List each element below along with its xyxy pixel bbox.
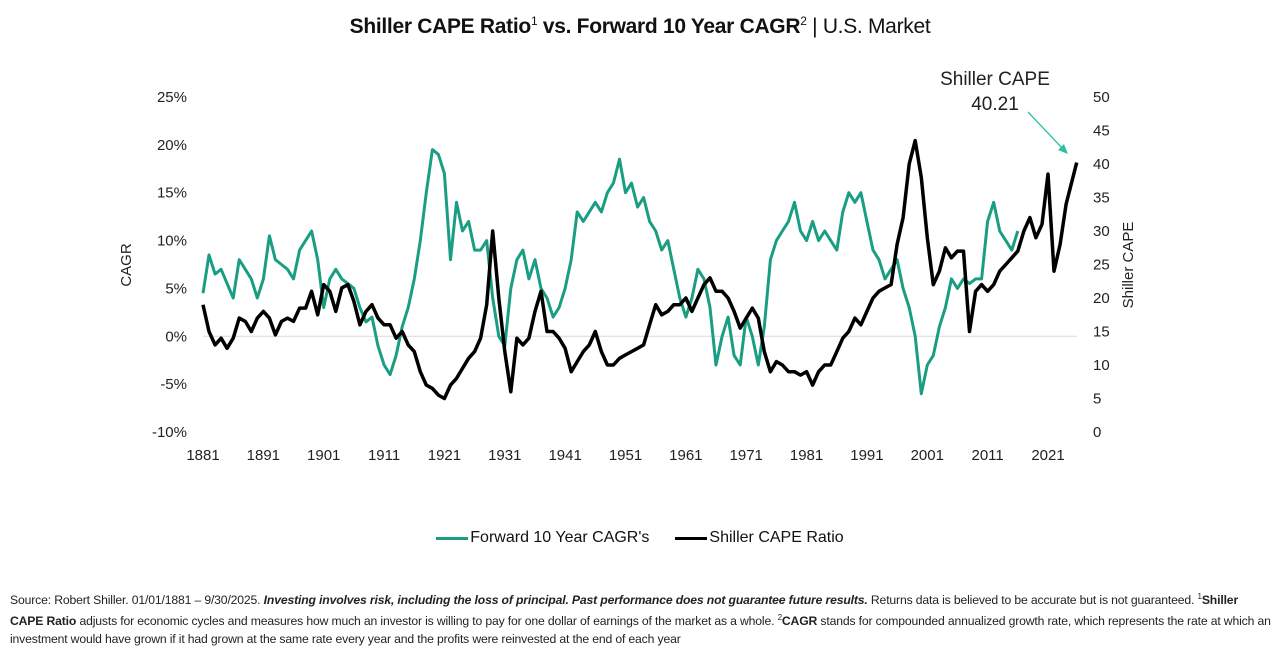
footnote-disclaimer: Investing involves risk, including the l…: [263, 593, 868, 607]
series-line-forward-cagr: [201, 148, 1020, 396]
legend-item-forward-cagr[interactable]: Forward 10 Year CAGR's: [436, 529, 649, 547]
legend: Forward 10 Year CAGR's Shiller CAPE Rati…: [0, 529, 1280, 547]
footnote-cape-def: adjusts for economic cycles and measures…: [76, 614, 778, 628]
y2-tick-label: 5: [1093, 391, 1101, 408]
x-tick-label: 1961: [669, 447, 702, 464]
footnote-source: Source: Robert Shiller. 01/01/1881 – 9/3…: [10, 593, 264, 607]
title-part2: vs. Forward 10 Year CAGR: [537, 15, 801, 38]
y2-tick-label: 20: [1093, 290, 1110, 307]
chart-svg: 25%20%15%10%5%0%-5%-10% 5045403530252015…: [118, 69, 1137, 464]
y2-tick-label: 25: [1093, 257, 1110, 274]
x-tick-label: 1991: [850, 447, 883, 464]
y2-tick-label: 40: [1093, 156, 1110, 173]
x-tick-label: 1951: [609, 447, 642, 464]
y-tick-label: 5%: [165, 280, 187, 297]
x-tick-label: 2021: [1031, 447, 1064, 464]
x-tick-label: 1881: [186, 447, 219, 464]
title-part3: | U.S. Market: [806, 15, 931, 38]
y2-tick-label: 45: [1093, 123, 1110, 140]
legend-swatch-shiller-cape: [675, 536, 708, 540]
y-tick-label: -10%: [152, 424, 187, 441]
annotation-label: Shiller CAPE: [940, 69, 1050, 90]
y2-tick-label: 35: [1093, 190, 1110, 207]
legend-label-shiller-cape: Shiller CAPE Ratio: [709, 529, 844, 546]
annotation-arrowhead: [1058, 144, 1068, 154]
series-line-shiller-cape: [201, 138, 1079, 401]
y-axis-left: 25% 20% 15% 10% 5% 0% -5% -10%: [152, 89, 187, 441]
chart-title: Shiller CAPE Ratio1 vs. Forward 10 Year …: [0, 14, 1280, 39]
x-tick-label: 1921: [428, 447, 461, 464]
y-tick-label: 15%: [157, 185, 187, 202]
legend-item-shiller-cape[interactable]: Shiller CAPE Ratio: [675, 529, 844, 547]
y2-tick-label: 50: [1093, 89, 1110, 106]
legend-label-forward-cagr: Forward 10 Year CAGR's: [470, 529, 650, 546]
y-tick-label: 0%: [165, 328, 187, 345]
x-tick-label: 1891: [247, 447, 280, 464]
y2-tick-label: 10: [1093, 357, 1110, 374]
footnote: Source: Robert Shiller. 01/01/1881 – 9/3…: [10, 588, 1272, 648]
y2-axis-title: Shiller CAPE: [1120, 222, 1137, 309]
y2-tick-label: 30: [1093, 223, 1110, 240]
x-tick-label: 1901: [307, 447, 340, 464]
y-axis-title: CAGR: [118, 243, 135, 287]
title-sup1: 1: [530, 14, 538, 28]
x-tick-label: 1931: [488, 447, 521, 464]
annotation-value: 40.21: [971, 94, 1019, 115]
y2-tick-label: 0: [1093, 424, 1101, 441]
footnote-cagr-def: stands for compounded annualized growth …: [10, 614, 1271, 646]
x-tick-label: 1941: [548, 447, 581, 464]
footnote-returns: Returns data is believed to be accurate …: [867, 593, 1198, 607]
title-sup2: 2: [800, 14, 807, 28]
x-tick-label: 2011: [972, 447, 1004, 464]
x-tick-label: 1911: [368, 447, 400, 464]
y2-tick-label: 15: [1093, 324, 1110, 341]
y-tick-label: -5%: [160, 376, 187, 393]
footnote-cape-term: Shiller CAPE Ratio: [10, 593, 1239, 628]
title-part1: Shiller CAPE Ratio: [349, 15, 532, 38]
x-axis: 1881 1891 1901 1911 1921 1931 1941 1951 1961 1971…: [186, 447, 1064, 464]
footnote-sup2: 2: [777, 613, 782, 622]
footnote-cagr-term: CAGR: [781, 614, 818, 628]
x-tick-label: 1981: [790, 447, 823, 464]
y-tick-label: 10%: [157, 233, 187, 250]
y-tick-label: 25%: [157, 89, 187, 106]
footnote-sup1: 1: [1197, 592, 1202, 601]
x-tick-label: 1971: [730, 447, 763, 464]
annotation-arrow: [1027, 111, 1065, 151]
legend-swatch-forward-cagr: [436, 536, 469, 540]
y-tick-label: 20%: [157, 137, 187, 154]
x-tick-label: 2001: [911, 447, 944, 464]
